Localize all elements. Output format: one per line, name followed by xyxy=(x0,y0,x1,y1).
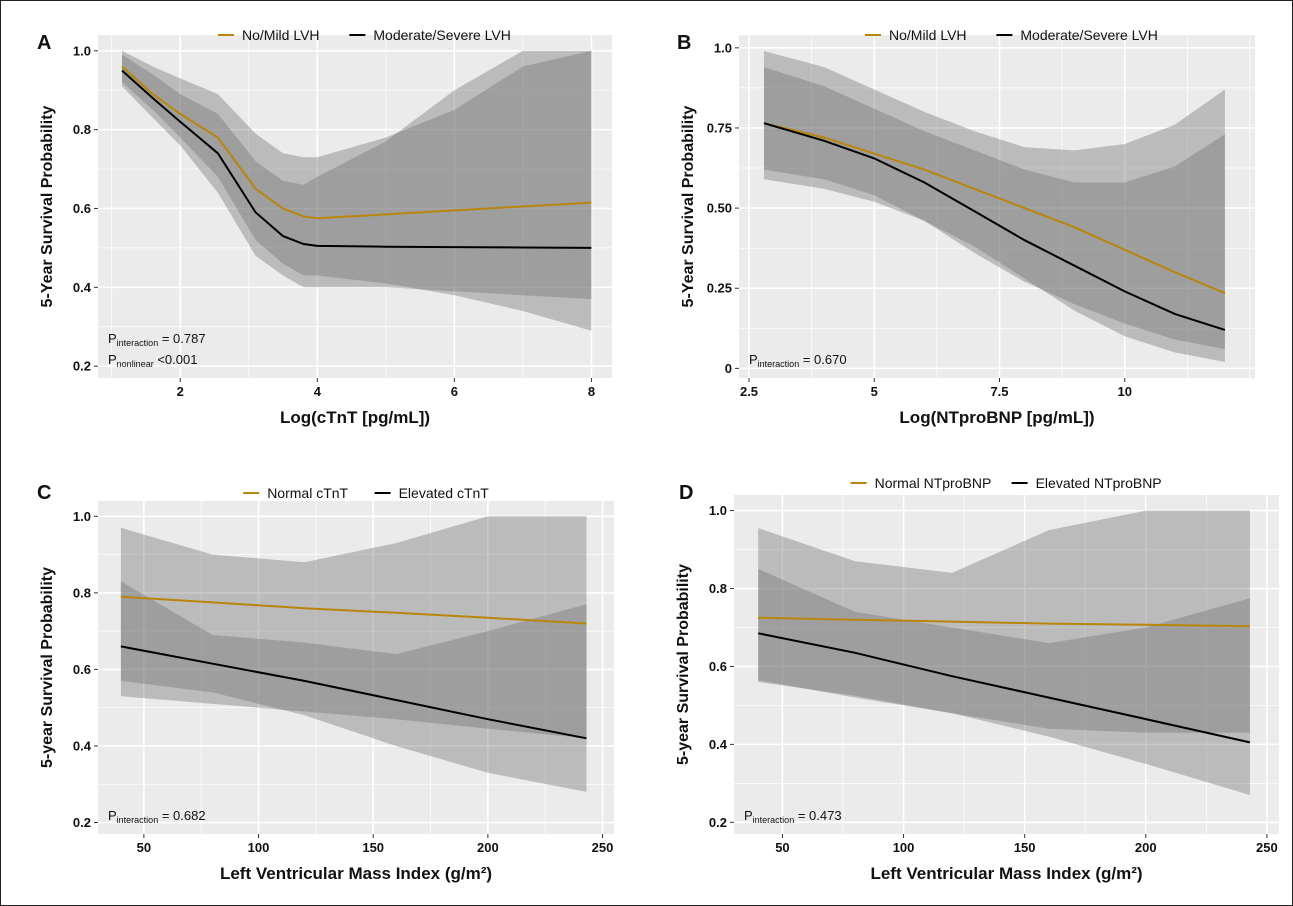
y-tick-label: 1.0 xyxy=(73,43,91,58)
x-tick-label: 50 xyxy=(775,840,789,855)
panel-b: 0 0.25 0.50 0.75 1.0 2.5 5 7.5 10 Log(NTproBNP [p… xyxy=(677,27,1255,427)
y-axis-label: 5-year Survival Probability xyxy=(39,567,56,768)
grid xyxy=(98,35,612,378)
series-line-2 xyxy=(758,632,1251,744)
x-tick-label: 150 xyxy=(362,840,384,855)
series-line-1 xyxy=(121,65,592,220)
panel-letter: B xyxy=(677,32,691,54)
x-tick-label: 200 xyxy=(1135,840,1157,855)
y-axis-label: 5-Year Survival Probability xyxy=(39,105,56,307)
y-tick-label: 0 xyxy=(725,361,732,376)
y-tick-label: 0.8 xyxy=(73,585,91,600)
plot-background xyxy=(739,35,1255,378)
y-tick-label: 1.0 xyxy=(73,509,91,524)
legend-label-2: Moderate/Severe LVH xyxy=(1020,27,1157,43)
legend: Normal NTproBNP Elevated NTproBNP xyxy=(850,475,1162,491)
confidence-band-1 xyxy=(758,510,1250,795)
p-value-annotation: Pinteraction = 0.670 xyxy=(749,352,847,369)
legend-label-2: Elevated NTproBNP xyxy=(1036,475,1162,491)
confidence-band-2 xyxy=(758,569,1250,733)
grid xyxy=(98,501,614,834)
series-line-1 xyxy=(763,122,1226,295)
panel-d: 0.2 0.4 0.6 0.8 1.0 50 100 150 200 250 Left Ventri… xyxy=(675,475,1279,883)
y-tick-label: 0.50 xyxy=(707,201,732,216)
legend-label-1: No/Mild LVH xyxy=(242,27,320,43)
x-tick-label: 250 xyxy=(1256,840,1278,855)
panel-c: 0.2 0.4 0.6 0.8 1.0 50 100 150 200 250 Left Ventri… xyxy=(37,482,614,883)
plot-background xyxy=(98,501,614,834)
y-tick-label: 0.8 xyxy=(73,122,91,137)
legend-label-1: Normal cTnT xyxy=(267,485,348,501)
x-tick-label: 6 xyxy=(451,384,458,399)
y-tick-label: 0.4 xyxy=(709,737,728,752)
panel-letter: A xyxy=(37,32,51,54)
p-value-annotation: Pinteraction = 0.787 xyxy=(108,331,206,348)
confidence-band-1 xyxy=(122,50,592,331)
legend: No/Mild LVH Moderate/Severe LVH xyxy=(865,27,1158,43)
legend-label-1: No/Mild LVH xyxy=(889,27,967,43)
x-tick-label: 7.5 xyxy=(990,384,1008,399)
y-tick-label: 0.2 xyxy=(709,815,727,830)
legend-label-2: Elevated cTnT xyxy=(399,485,490,501)
grid xyxy=(734,495,1279,834)
p-value-annotation: Pinteraction = 0.473 xyxy=(744,808,842,825)
x-axis-label: Left Ventricular Mass Index (g/m²) xyxy=(220,864,492,883)
x-axis-label: Left Ventricular Mass Index (g/m²) xyxy=(870,864,1142,883)
series-line-2 xyxy=(121,69,592,249)
y-tick-label: 0.2 xyxy=(73,815,91,830)
series-line-1 xyxy=(120,595,587,625)
x-tick-label: 100 xyxy=(893,840,915,855)
x-tick-label: 150 xyxy=(1014,840,1036,855)
x-tick-label: 4 xyxy=(314,384,322,399)
x-tick-label: 10 xyxy=(1118,384,1132,399)
y-tick-label: 0.6 xyxy=(73,201,91,216)
y-axis-label: 5-year Survival Probability xyxy=(675,564,692,765)
legend: No/Mild LVH Moderate/Severe LVH xyxy=(218,27,511,43)
series-line-2 xyxy=(120,645,587,740)
x-tick-label: 8 xyxy=(588,384,595,399)
x-tick-label: 5 xyxy=(871,384,878,399)
confidence-band-1 xyxy=(120,516,587,739)
plot-background xyxy=(734,495,1279,834)
x-tick-label: 2 xyxy=(177,384,184,399)
panel-letter: D xyxy=(679,482,693,504)
y-tick-label: 0.4 xyxy=(73,738,92,753)
y-tick-label: 0.75 xyxy=(707,120,732,135)
y-tick-label: 0.8 xyxy=(709,581,727,596)
p-value-annotation: Pinteraction = 0.682 xyxy=(108,808,206,825)
x-axis-label: Log(cTnT [pg/mL]) xyxy=(280,408,430,427)
panel-letter: C xyxy=(37,482,51,504)
legend-label-1: Normal NTproBNP xyxy=(875,475,992,491)
y-tick-label: 0.4 xyxy=(73,280,92,295)
y-tick-label: 1.0 xyxy=(714,40,732,55)
y-tick-label: 0.25 xyxy=(707,281,732,296)
confidence-band-2 xyxy=(122,50,592,300)
legend: Normal cTnT Elevated cTnT xyxy=(243,485,489,501)
x-tick-label: 2.5 xyxy=(740,384,758,399)
x-tick-label: 50 xyxy=(137,840,151,855)
confidence-band-2 xyxy=(120,581,587,792)
p-value-annotation: Pnonlinear <0.001 xyxy=(108,352,197,369)
series-line-1 xyxy=(758,616,1250,628)
x-tick-label: 200 xyxy=(477,840,499,855)
y-tick-label: 0.6 xyxy=(73,662,91,677)
series-line-2 xyxy=(763,122,1226,331)
panel-a: 0.2 0.4 0.6 0.8 1.0 2 4 6 8 Log(cTnT [pg/mL]) 5-Ye… xyxy=(37,27,612,427)
y-tick-label: 1.0 xyxy=(709,503,727,518)
y-tick-label: 0.6 xyxy=(709,659,727,674)
confidence-band-2 xyxy=(764,67,1225,350)
y-tick-label: 0.2 xyxy=(73,359,91,374)
x-axis-label: Log(NTproBNP [pg/mL]) xyxy=(899,408,1094,427)
x-tick-label: 100 xyxy=(248,840,270,855)
grid xyxy=(739,35,1255,378)
y-axis-label: 5-Year Survival Probability xyxy=(680,105,697,307)
legend-label-2: Moderate/Severe LVH xyxy=(373,27,510,43)
x-tick-label: 250 xyxy=(592,840,614,855)
